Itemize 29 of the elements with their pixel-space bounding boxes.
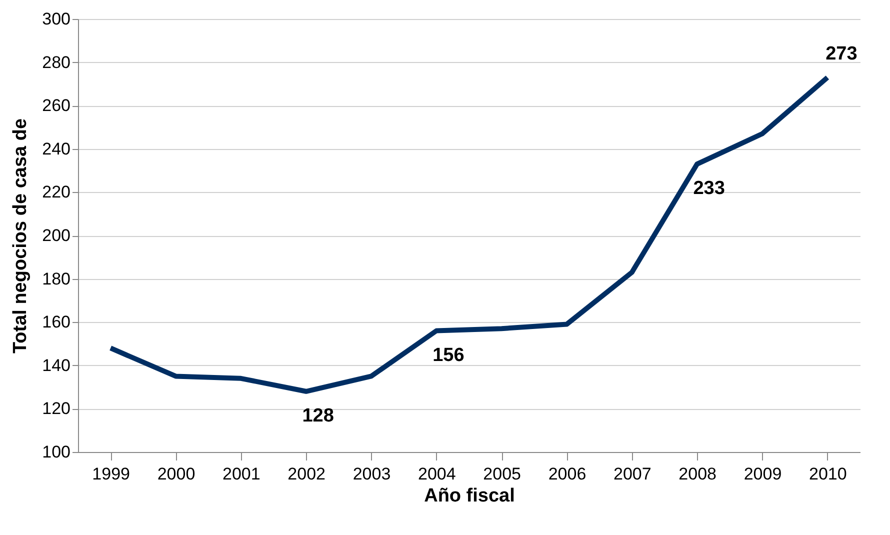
data-label: 156: [432, 344, 464, 366]
x-tick-label: 2002: [288, 464, 326, 484]
x-axis-title: Año fiscal: [424, 486, 515, 506]
y-tick-label: 140: [42, 356, 70, 375]
x-tick-label: 2004: [418, 464, 456, 484]
x-tick-label: 2001: [222, 464, 260, 484]
x-tick-label: 2010: [809, 464, 847, 484]
x-tick-label: 2008: [678, 464, 716, 484]
x-tick-label: 2006: [548, 464, 586, 484]
x-tick-label: 2000: [157, 464, 196, 484]
data-label: 128: [302, 405, 334, 426]
y-tick-label: 240: [42, 139, 70, 158]
y-tick-label: 280: [42, 52, 70, 72]
x-tick-label: 2003: [352, 464, 391, 484]
y-tick-label: 160: [42, 312, 70, 332]
y-tick-label: 100: [42, 442, 70, 462]
y-tick-label: 120: [42, 399, 70, 418]
data-label: 273: [826, 43, 858, 64]
y-tick-label: 300: [42, 10, 70, 28]
x-tick-label: 2007: [614, 464, 652, 484]
x-tick-label: 2005: [483, 464, 521, 484]
y-tick-label: 260: [42, 96, 70, 116]
x-tick-label: 2009: [744, 464, 782, 484]
y-tick-label: 180: [42, 269, 70, 288]
y-tick-label: 220: [42, 182, 70, 202]
y-axis-title: Total negocios de casa de: [10, 118, 32, 354]
x-tick-label: 1999: [92, 464, 130, 484]
data-label: 233: [693, 178, 725, 200]
y-tick-label: 200: [42, 226, 70, 245]
